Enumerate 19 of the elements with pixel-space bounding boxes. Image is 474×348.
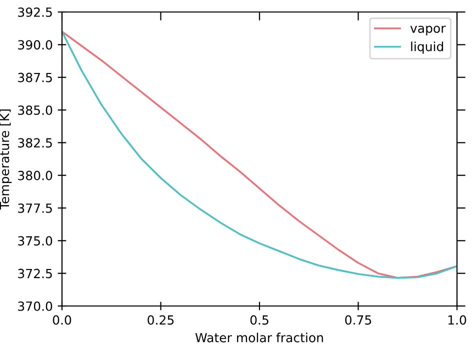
y-tick-label: 380.0 — [18, 170, 52, 180]
y-tick-label: 370.0 — [18, 301, 52, 311]
y-tick-label: 372.5 — [18, 268, 52, 278]
y-tick-label: 390.0 — [18, 40, 52, 50]
y-tick-label: 377.5 — [18, 203, 52, 213]
y-tick-label: 385.0 — [18, 105, 52, 115]
y-tick-label: 392.5 — [18, 7, 52, 17]
x-tick-label: 0.0 — [52, 315, 72, 325]
y-tick-label: 375.0 — [18, 236, 52, 246]
x-axis-title: Water molar fraction — [195, 332, 323, 342]
x-tick-label: 0.25 — [148, 315, 174, 325]
legend-label: liquid — [411, 42, 444, 54]
x-tick-label: 0.75 — [345, 315, 372, 325]
x-tick-label: 1.0 — [448, 315, 466, 325]
x-tick-label: 0.5 — [250, 315, 268, 325]
y-tick-label: 382.5 — [18, 138, 52, 148]
y-axis-title: Temperature [K] — [0, 110, 12, 210]
legend-label: vapor — [410, 26, 446, 36]
y-tick-label: 387.5 — [18, 72, 52, 82]
